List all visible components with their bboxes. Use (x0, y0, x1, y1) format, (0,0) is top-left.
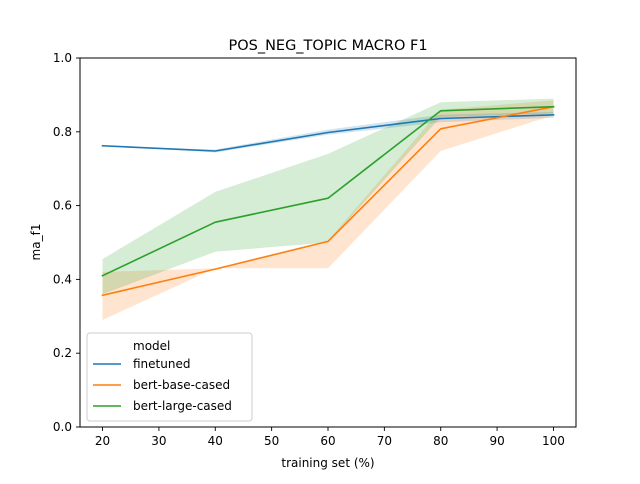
y-tick-label: 0.4 (53, 272, 72, 286)
legend: model finetuned bert-base-cased bert-large… (86, 332, 253, 422)
legend-label: bert-large-cased (133, 399, 232, 413)
series-line-bert-large-cased (101, 105, 555, 277)
legend-label: bert-base-cased (133, 378, 230, 392)
y-tick-label: 0.6 (53, 199, 72, 213)
y-axis: 0.0 0.2 0.4 0.6 0.8 1.0 (53, 51, 80, 434)
y-tick-label: 0.2 (53, 346, 72, 360)
y-tick-label: 1.0 (53, 51, 72, 65)
y-tick-label: 0.8 (53, 125, 72, 139)
x-axis: 20 30 40 50 60 70 80 90 100 (95, 427, 565, 448)
y-axis-label: ma_f1 (29, 224, 43, 261)
series-lines (101, 105, 555, 297)
x-tick-label: 60 (320, 434, 335, 448)
x-tick-label: 20 (95, 434, 110, 448)
x-tick-label: 90 (489, 434, 504, 448)
legend-title: model (133, 339, 170, 353)
x-tick-label: 80 (433, 434, 448, 448)
legend-box (86, 332, 253, 422)
x-tick-label: 50 (264, 434, 279, 448)
legend-label: finetuned (133, 357, 190, 371)
y-tick-label: 0.0 (53, 420, 72, 434)
ci-band-bert-base-cased (102, 100, 554, 321)
series-line-bert-base-cased (101, 105, 555, 297)
x-axis-label: training set (%) (281, 456, 374, 470)
legend-entries: finetuned bert-base-cased bert-large-cased (93, 357, 232, 413)
chart-title: POS_NEG_TOPIC MACRO F1 (228, 38, 427, 54)
x-tick-label: 70 (377, 434, 392, 448)
x-tick-label: 30 (151, 434, 166, 448)
legend-entry-bert-large-cased: bert-large-cased (93, 399, 232, 413)
series-line-finetuned (101, 113, 555, 152)
x-tick-label: 100 (542, 434, 565, 448)
x-tick-label: 40 (208, 434, 223, 448)
legend-entry-finetuned: finetuned (93, 357, 190, 371)
ci-band-bert-large-cased (102, 98, 554, 295)
legend-entry-bert-base-cased: bert-base-cased (93, 378, 230, 392)
